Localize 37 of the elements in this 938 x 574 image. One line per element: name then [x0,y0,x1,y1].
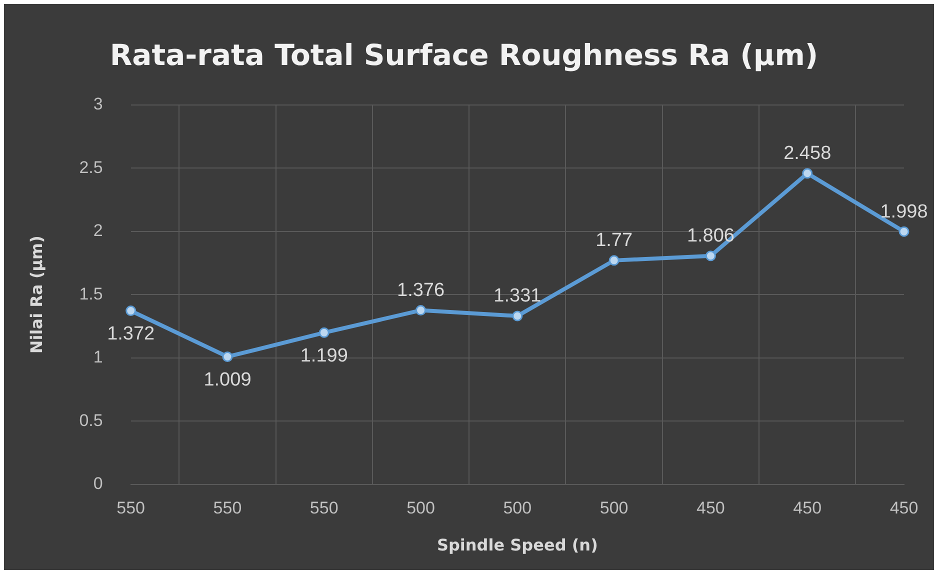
data-label: 1.77 [596,230,633,252]
x-tick-label: 550 [213,498,242,518]
y-tick-label: 2.5 [79,158,103,177]
x-tick-label: 550 [116,498,146,518]
data-label: 1.998 [880,201,928,222]
data-label: 1.806 [686,226,734,247]
x-axis-title: Spindle Speed (n) [436,536,598,555]
point [222,351,233,362]
x-tick-label: 450 [890,498,918,518]
x-tick-label: 450 [793,498,822,518]
y-axis-title: Nilai Ra (µm) [26,236,46,354]
point [126,306,136,316]
x-tick-label: 450 [696,498,725,518]
y-tick-label: 1.5 [79,284,103,304]
y-tick-label: 0 [93,474,103,494]
x-tick-label: 500 [600,498,628,518]
y-tick-label: 0.5 [79,410,103,430]
data-label: 2.458 [784,143,832,164]
y-tick-label: 2 [93,221,103,240]
data-label: 1.376 [396,280,445,302]
y-tick-label: 3 [93,94,103,114]
data-label: 1.331 [494,286,542,307]
point [705,250,716,262]
point [416,305,426,316]
chart-title: Rata-rata Total Surface Roughness Ra (µm) [110,38,818,72]
data-label: 1.009 [204,369,252,390]
point [802,168,813,179]
data-label: 1.372 [107,324,155,345]
x-tick-label: 500 [406,498,435,518]
x-tick-label: 500 [503,498,532,518]
data-label: 1.199 [300,345,348,366]
point [512,310,523,322]
point [318,327,330,338]
point [608,255,620,266]
y-tick-label: 1 [93,348,103,367]
x-tick-label: 550 [310,498,338,518]
point [898,226,910,237]
